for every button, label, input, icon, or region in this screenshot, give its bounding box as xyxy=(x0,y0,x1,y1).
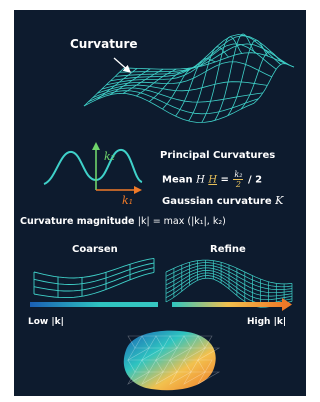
coarse-mesh-line xyxy=(33,257,155,279)
blob-triangle xyxy=(169,359,185,373)
gaussian-k-symbol: K xyxy=(275,194,284,207)
top-mesh-line xyxy=(175,58,216,117)
top-mesh-line xyxy=(115,35,286,77)
blob-triangle-mesh xyxy=(127,335,221,385)
fine-mesh-line xyxy=(165,267,293,294)
magnitude-formula: |k| = max (|k₁|, k₂) xyxy=(137,216,226,227)
refine-label: Refine xyxy=(210,244,246,255)
legend-high-label: High |k| xyxy=(247,317,287,327)
mean-fraction-denominator: 2 xyxy=(235,180,241,189)
blob-triangle xyxy=(169,347,193,361)
gaussian-curvature-line: Gaussian curvature K xyxy=(162,194,283,207)
blob-triangle xyxy=(197,359,213,373)
blob-triangle xyxy=(127,347,151,361)
blob-triangle xyxy=(197,371,221,385)
top-mesh-line xyxy=(214,33,256,121)
top-mesh-line xyxy=(119,43,290,73)
blob-triangle xyxy=(155,335,171,349)
coarse-mesh-line xyxy=(33,271,155,299)
magnitude-label: Curvature magnitude xyxy=(20,216,135,227)
blob-triangle xyxy=(127,335,143,349)
blob-triangle xyxy=(141,347,165,361)
mean-fraction-numerator: k₂ xyxy=(233,170,244,180)
top-mesh-line xyxy=(136,68,177,97)
principal-curvatures-heading: Principal Curvatures xyxy=(160,150,276,161)
low-curvature-bar xyxy=(30,302,158,307)
mean-equals: = xyxy=(220,174,229,186)
blob-triangle xyxy=(155,347,179,361)
curvature-title: Curvature xyxy=(70,37,138,51)
top-mesh-line xyxy=(253,63,295,104)
mean-curvature-line: Mean H H = k₂ 2 / 2 xyxy=(162,170,262,189)
blob-triangle xyxy=(141,335,157,349)
k2-arrowhead xyxy=(92,142,100,150)
blob-triangle xyxy=(127,359,143,373)
top-mesh-line xyxy=(83,67,125,107)
top-mesh-line xyxy=(123,52,295,70)
k2-axis-label: k₂ xyxy=(104,150,116,163)
blob-triangle xyxy=(197,335,213,349)
blob-triangle xyxy=(169,335,185,349)
k1-arrowhead xyxy=(134,186,142,194)
top-mesh-line xyxy=(96,68,138,100)
mean-label: Mean xyxy=(162,174,193,186)
curvature-colored-blob xyxy=(123,330,216,391)
fine-mesh-line xyxy=(165,272,293,301)
top-mesh-line xyxy=(97,81,268,94)
top-mesh-line xyxy=(109,68,151,96)
diagram-art xyxy=(30,33,295,391)
blob-triangle xyxy=(183,371,207,385)
mean-h-underlined: H xyxy=(208,174,218,186)
top-mesh-line xyxy=(227,39,269,116)
top-mesh-line xyxy=(162,65,203,110)
blob-triangle xyxy=(155,371,179,385)
diagram-panel: Curvature k₂ k₁ Principal Curvatures Mea… xyxy=(14,10,306,396)
high-curvature-bar xyxy=(172,302,284,307)
curvature-pointer-arrow xyxy=(113,57,131,73)
top-mesh-line xyxy=(201,36,243,123)
mean-fraction: k₂ 2 xyxy=(233,170,244,189)
blob-triangle xyxy=(141,371,165,385)
blob-triangle xyxy=(183,359,199,373)
blob-triangle xyxy=(141,359,157,373)
top-mesh-line xyxy=(188,46,229,122)
top-mesh-line xyxy=(92,87,263,103)
top-mesh-line xyxy=(106,43,277,86)
coarse-mesh-line xyxy=(33,267,155,292)
fine-mesh-line xyxy=(165,270,293,297)
gaussian-label: Gaussian curvature xyxy=(162,196,272,207)
curvature-surface-mesh xyxy=(83,33,295,123)
coarsen-label: Coarsen xyxy=(72,244,118,255)
high-bar-arrowhead xyxy=(282,298,292,311)
top-mesh-line xyxy=(83,92,255,123)
blob-triangle xyxy=(183,335,199,349)
top-mesh-line xyxy=(122,68,164,94)
blob-triangle xyxy=(183,347,207,361)
fine-mesh-line xyxy=(165,262,293,288)
principal-curve xyxy=(43,149,143,185)
curvature-magnitude-line: Curvature magnitude |k| = max (|k₁|, k₂) xyxy=(20,216,226,227)
blob-triangle xyxy=(155,359,171,373)
fine-mesh-line xyxy=(165,264,293,290)
k1-axis-label: k₁ xyxy=(122,194,134,207)
fine-mesh-line xyxy=(165,259,293,285)
mean-tail: / 2 xyxy=(247,174,263,186)
top-mesh-line xyxy=(88,90,259,115)
mean-h-symbol: H xyxy=(196,174,205,186)
legend-low-label: Low |k| xyxy=(28,317,64,327)
blob-triangle xyxy=(127,371,151,385)
coarse-mesh-line xyxy=(33,262,155,285)
refine-mesh xyxy=(165,259,293,308)
top-mesh-line xyxy=(101,61,272,90)
blob-triangle xyxy=(197,347,221,361)
coarsen-mesh xyxy=(33,257,155,299)
blob-triangle xyxy=(169,371,193,385)
